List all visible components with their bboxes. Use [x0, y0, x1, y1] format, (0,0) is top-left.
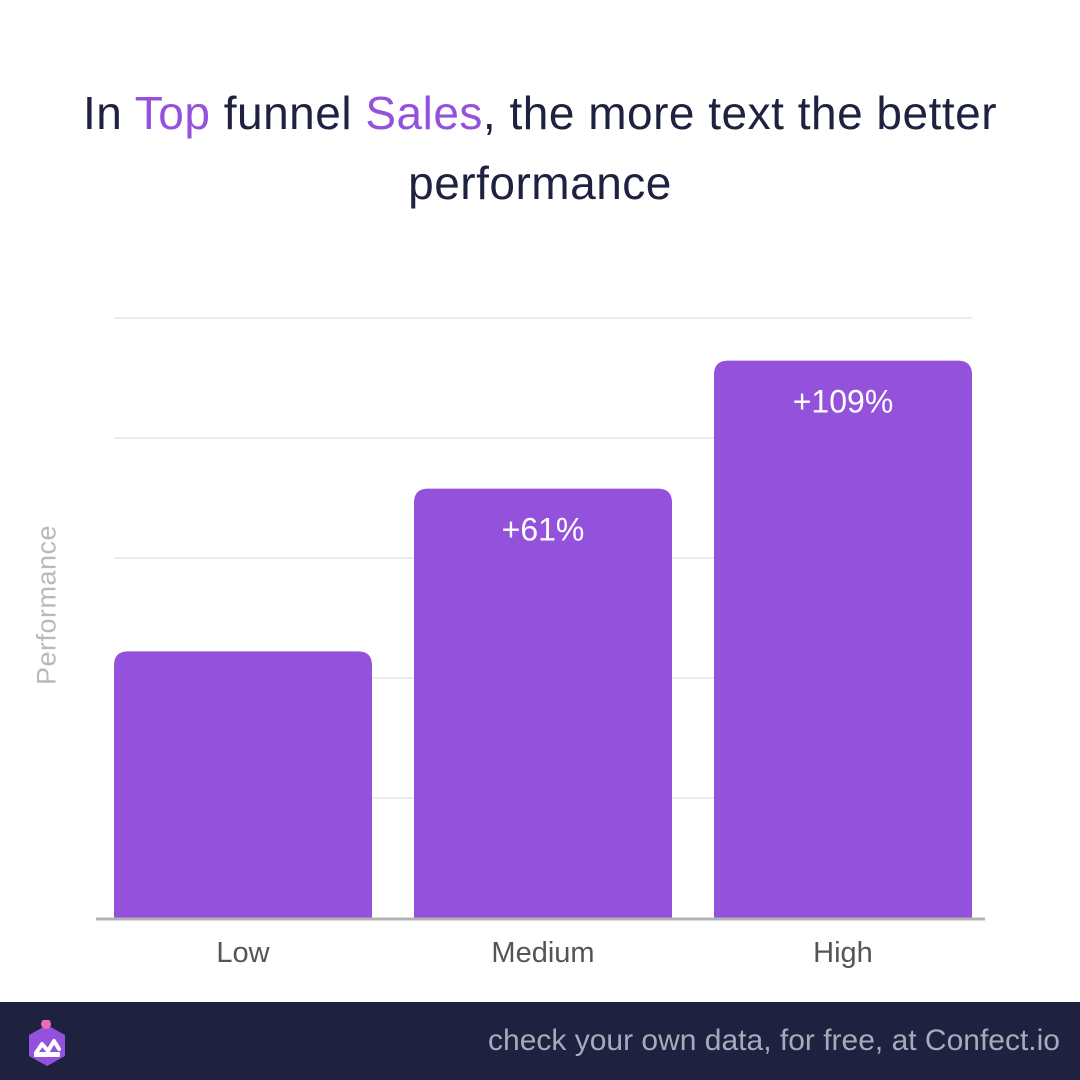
title-part-1: In: [82, 87, 135, 139]
bar-medium: [414, 488, 672, 918]
data-label-medium: +61%: [502, 512, 585, 548]
y-axis-label: Performance: [31, 524, 62, 686]
bars: [114, 360, 972, 919]
footer-text: check your own data, for free, at Confec…: [488, 1024, 1060, 1057]
x-tick-label-low: Low: [216, 937, 270, 969]
data-labels: +61% +109%: [502, 384, 894, 548]
bar-chart: +61% +109% Low Medium High: [96, 317, 985, 969]
data-label-high: +109%: [793, 384, 894, 420]
x-tick-label-medium: Medium: [491, 937, 594, 969]
confect-logo-icon: [29, 1020, 65, 1066]
chart-title: In Top funnel Sales, the more text the b…: [40, 78, 1040, 218]
x-tick-labels: Low Medium High: [216, 937, 872, 969]
title-part-2: funnel: [210, 87, 366, 139]
x-tick-label-high: High: [813, 937, 873, 969]
title-part-3: , the more text the better performance: [408, 87, 998, 209]
title-highlight-sales: Sales: [365, 87, 483, 139]
bar-low: [114, 651, 372, 918]
bar-high: [714, 360, 972, 919]
footer-banner: check your own data, for free, at Confec…: [0, 1002, 1080, 1080]
title-highlight-top: Top: [134, 87, 211, 139]
